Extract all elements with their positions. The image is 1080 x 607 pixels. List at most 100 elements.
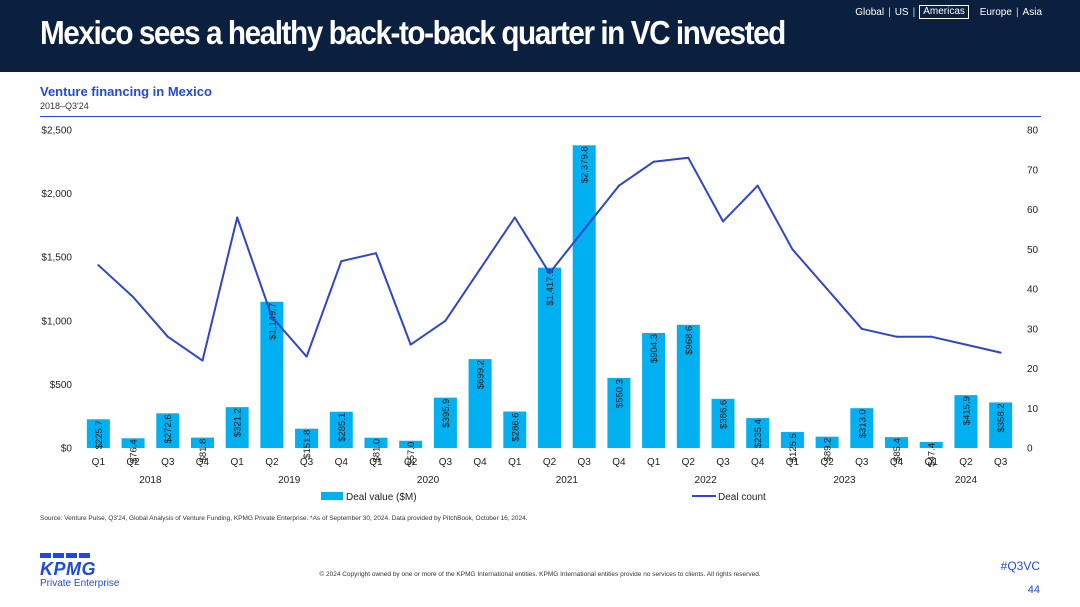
bar-data-label: $285.1 xyxy=(337,413,348,442)
y-left-tick-label: $1,000 xyxy=(41,316,72,327)
logo-text: KPMG xyxy=(40,559,96,579)
bar-deal-value xyxy=(607,378,631,448)
line-point-deal-count xyxy=(166,335,169,338)
bar-data-label: $386.6 xyxy=(719,400,730,429)
line-point-deal-count xyxy=(132,295,135,298)
bar-data-label: $272.6 xyxy=(163,414,174,443)
bar-deal-value xyxy=(86,419,110,448)
legend-label-deal-value: Deal value ($M) xyxy=(346,492,417,503)
logo-subtitle: Private Enterprise xyxy=(40,578,120,589)
bar-data-label: $395.9 xyxy=(441,399,452,428)
line-point-deal-count xyxy=(513,216,516,219)
y-left-tick-label: $2,500 xyxy=(41,126,72,137)
x-tick-label: Q2 xyxy=(682,457,696,468)
bar-deal-value xyxy=(815,436,839,448)
bar-data-label: $151.8 xyxy=(302,430,313,459)
x-tick-label: Q2 xyxy=(543,457,557,468)
bar-deal-value xyxy=(260,301,284,448)
line-point-deal-count xyxy=(652,160,655,163)
x-tick-label: Q3 xyxy=(300,457,314,468)
bar-data-label: $2,379.8 xyxy=(580,146,591,183)
header-banner: Mexico sees a healthy back-to-back quart… xyxy=(0,0,1080,72)
bar-data-label: $968.6 xyxy=(684,326,695,355)
line-point-deal-count xyxy=(236,216,239,219)
x-tick-label: Q4 xyxy=(612,457,626,468)
x-year-label: 2019 xyxy=(278,475,301,486)
y-right-tick-label: 30 xyxy=(1027,324,1039,335)
x-tick-label: Q3 xyxy=(439,457,453,468)
bar-data-label: $85.4 xyxy=(892,438,903,462)
bar-deal-value xyxy=(225,407,249,448)
region-link-global[interactable]: Global xyxy=(855,6,885,18)
x-tick-label: Q1 xyxy=(369,457,383,468)
x-year-label: 2018 xyxy=(139,475,162,486)
line-point-deal-count xyxy=(97,264,100,267)
x-tick-label: Q4 xyxy=(890,457,904,468)
bar-deal-value xyxy=(954,395,978,448)
x-tick-label: Q1 xyxy=(508,457,522,468)
line-point-deal-count xyxy=(479,268,482,271)
bar-deal-value xyxy=(503,411,527,448)
bar-deal-value xyxy=(190,437,214,448)
bar-data-label: $358.2 xyxy=(996,403,1007,432)
y-left-tick-label: $0 xyxy=(61,444,73,455)
bar-data-label: $57.0 xyxy=(406,442,417,466)
x-tick-label: Q1 xyxy=(647,457,661,468)
line-point-deal-count xyxy=(930,335,933,338)
separator: | xyxy=(1015,6,1019,18)
x-tick-label: Q2 xyxy=(820,457,834,468)
region-link-americas[interactable]: Americas xyxy=(919,5,969,19)
logo-bars xyxy=(40,553,119,558)
region-link-asia[interactable]: Asia xyxy=(1022,6,1042,18)
bar-data-label: $1,417.9 xyxy=(545,269,556,306)
bar-deal-value xyxy=(121,438,145,448)
legend-label-deal-count: Deal count xyxy=(718,492,766,503)
x-tick-label: Q2 xyxy=(265,457,279,468)
x-tick-label: Q4 xyxy=(335,457,349,468)
region-nav: Global | US | Americas Europe | Asia xyxy=(855,5,1042,19)
line-point-deal-count xyxy=(617,184,620,187)
x-tick-label: Q3 xyxy=(855,457,869,468)
hashtag: #Q3VC xyxy=(1000,559,1040,573)
bar-deal-value xyxy=(919,441,943,448)
y-right-tick-label: 70 xyxy=(1027,165,1039,176)
bar-deal-value xyxy=(780,432,804,448)
x-tick-label: Q3 xyxy=(161,457,175,468)
line-point-deal-count xyxy=(583,228,586,231)
line-point-deal-count xyxy=(756,184,759,187)
y-right-tick-label: 60 xyxy=(1027,205,1039,216)
x-tick-label: Q3 xyxy=(994,457,1008,468)
y-left-tick-label: $500 xyxy=(50,380,73,391)
region-link-us[interactable]: US xyxy=(894,6,909,18)
source-note: Source: Venture Pulse, Q3'24, Global Ana… xyxy=(40,515,528,522)
separator xyxy=(973,7,976,18)
bar-deal-value xyxy=(746,418,770,448)
y-left-tick-label: $1,500 xyxy=(41,253,72,264)
x-tick-label: Q2 xyxy=(126,457,140,468)
x-tick-label: Q2 xyxy=(404,457,418,468)
bar-deal-value xyxy=(329,411,353,448)
x-tick-label: Q4 xyxy=(196,457,210,468)
line-point-deal-count xyxy=(548,272,551,275)
bar-deal-value xyxy=(399,440,423,448)
x-tick-label: Q1 xyxy=(925,457,939,468)
line-point-deal-count xyxy=(826,288,829,290)
line-point-deal-count xyxy=(270,315,273,318)
bar-deal-value xyxy=(295,428,319,448)
region-link-europe[interactable]: Europe xyxy=(979,6,1012,18)
y-right-tick-label: 20 xyxy=(1027,364,1039,375)
legend-swatch-deal-value xyxy=(321,492,343,500)
y-right-tick-label: 0 xyxy=(1027,444,1033,455)
y-right-tick-label: 50 xyxy=(1027,245,1039,256)
bar-data-label: $76.4 xyxy=(129,439,140,463)
bar-deal-value xyxy=(711,398,735,448)
bar-data-label: $415.9 xyxy=(961,396,972,425)
x-tick-label: Q3 xyxy=(716,457,730,468)
x-year-label: 2023 xyxy=(833,475,856,486)
bar-deal-value xyxy=(850,408,874,448)
bar-data-label: $1,149.7 xyxy=(267,303,278,340)
y-left-tick-label: $2,000 xyxy=(41,189,72,200)
line-point-deal-count xyxy=(409,343,412,346)
line-point-deal-count xyxy=(791,248,794,251)
title-divider xyxy=(40,116,1041,117)
